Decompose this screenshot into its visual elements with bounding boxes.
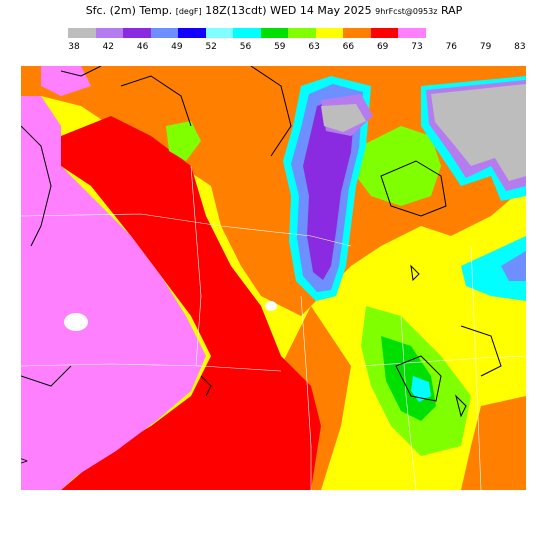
legend-tick-label: 73 [411,42,423,52]
lake-erie-rim [461,236,526,301]
legend-tick-label: 42 [102,42,115,52]
legend-tick-label: 49 [171,42,183,52]
legend-swatch [398,28,426,38]
edge-arrow-mark: > [20,456,29,467]
title-init: 9hrFcst@0953z [375,7,438,16]
field-green-nw [166,121,201,161]
title-valid: 18Z(13cdt) WED 14 May 2025 [205,4,372,17]
legend-swatch [95,28,123,38]
color-legend [68,28,426,38]
legend-swatch [123,28,151,38]
legend-tick-label: 63 [308,42,320,52]
legend-swatch [370,28,398,38]
legend-tick-label: 66 [342,42,355,52]
title-units: [degF] [175,7,202,16]
legend-tick-label: 52 [205,42,217,52]
lake-michigan-purple [303,98,355,280]
legend-swatch [68,28,96,38]
field-cyan-spot [411,376,431,402]
title-main: Sfc. (2m) Temp. [85,4,173,17]
legend-swatch [260,28,288,38]
legend-tick-label: 76 [445,42,458,52]
legend-tick-label: 59 [274,42,286,52]
white-spot [64,313,88,331]
lake-superior-gray [431,84,526,181]
temperature-map [21,66,526,490]
title-model: RAP [440,4,463,17]
legend-tick-label: 46 [136,42,149,52]
field-red [61,116,321,490]
legend-swatch [233,28,261,38]
field-green-north [356,126,441,206]
legend-tick-label: 56 [239,42,252,52]
map-svg [21,66,526,490]
legend-tick-label: 38 [68,42,80,52]
legend-swatch [150,28,178,38]
legend-tick-label: 79 [479,42,492,52]
legend-tick-label: 83 [514,42,526,52]
chart-title: Sfc. (2m) Temp. [degF] 18Z(13cdt) WED 14… [0,4,548,17]
contour-lines [21,66,502,418]
field-pink [21,96,206,490]
field-orange-se [461,396,526,490]
state-borders [21,165,526,490]
legend-swatch [205,28,233,38]
legend-swatch [178,28,206,38]
legend-ticks: 384246495256596366697376798387 [0,42,548,56]
white-spot-2 [265,301,277,311]
legend-swatch [315,28,343,38]
lake-erie-blue [501,251,526,281]
legend-tick-label: 69 [376,42,389,52]
legend-swatch [343,28,371,38]
lake-michigan-gray [321,104,366,132]
field-pink-ne [41,66,91,96]
legend-swatch [288,28,316,38]
